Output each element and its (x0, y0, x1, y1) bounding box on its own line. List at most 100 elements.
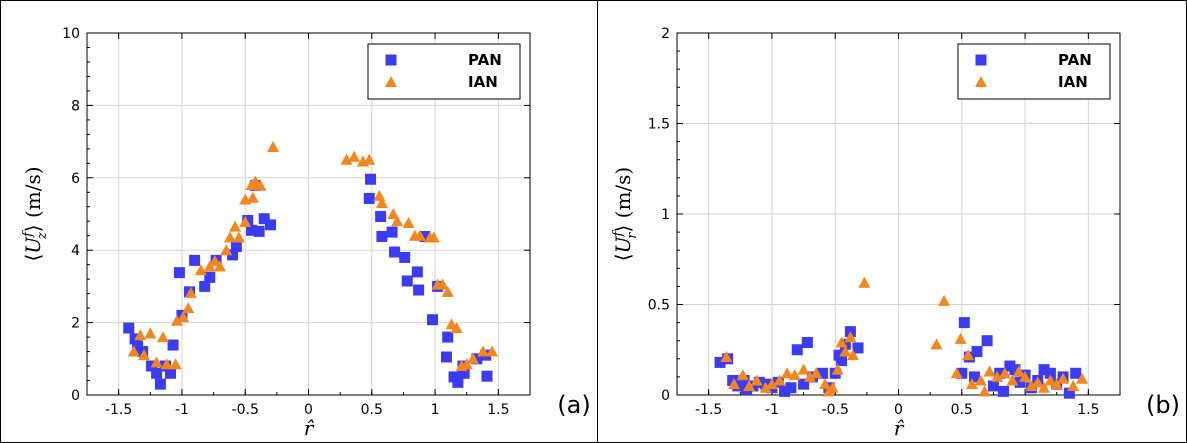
data-point-pan (204, 271, 216, 283)
data-point-ian (750, 374, 763, 386)
legend-label-ian: IAN (1058, 73, 1088, 91)
data-point-pan (852, 342, 864, 354)
data-point-ian (254, 179, 267, 191)
y-axis-label-open: ⟨ (21, 254, 45, 262)
legend-box (957, 43, 1111, 100)
data-point-pan (246, 224, 258, 236)
data-point-ian (839, 345, 852, 357)
data-point-ian (743, 379, 756, 391)
data-point-pan (375, 211, 387, 223)
x-tick-label: -0.5 (232, 402, 259, 418)
data-point-ian (765, 378, 778, 390)
y-axis-label-sub: z (35, 232, 50, 240)
data-point-ian (727, 378, 740, 390)
legend-label-pan: PAN (1058, 51, 1092, 69)
data-point-pan (253, 225, 265, 237)
x-tick-label: 0.5 (951, 402, 973, 418)
data-point-pan (791, 344, 803, 356)
x-tick-label: 1 (431, 402, 440, 418)
data-point-pan (151, 367, 163, 379)
data-point-pan (365, 173, 377, 185)
data-point-pan (481, 370, 493, 382)
data-point-pan (798, 378, 810, 390)
data-point-ian (477, 345, 490, 357)
x-tick-label: -1.5 (695, 402, 722, 418)
data-point-ian (978, 385, 991, 397)
data-point-pan (363, 192, 375, 204)
x-tick-label: 1 (1021, 402, 1030, 418)
legend: PAN IAN (367, 43, 521, 100)
x-axis-label: r̂ (304, 416, 315, 440)
data-point-pan (458, 367, 470, 379)
data-point-pan (427, 314, 439, 326)
data-point-ian (1067, 379, 1080, 391)
data-point-pan (189, 254, 201, 266)
data-point-pan (987, 380, 999, 392)
data-point-ian (220, 244, 233, 256)
data-point-ian (375, 197, 388, 209)
data-point-ian (1025, 379, 1038, 391)
data-point-ian (998, 367, 1011, 379)
data-point-pan (199, 280, 211, 292)
series-ian (127, 141, 499, 372)
legend-label-ian: IAN (468, 73, 498, 91)
data-point-pan (265, 219, 277, 231)
data-point-ian (232, 231, 245, 243)
y-axis-label-var: U (21, 236, 45, 254)
data-point-ian (983, 365, 996, 377)
x-tick-label: 1.5 (487, 402, 509, 418)
y-tick-label: 2 (661, 26, 670, 42)
y-axis-label-var: U (611, 235, 635, 253)
data-point-pan (981, 335, 993, 347)
y-axis-label-open: ⟨ (611, 253, 635, 261)
data-point-ian (1006, 374, 1019, 386)
y-axis-label-unit: (m/s) (611, 167, 635, 225)
data-point-pan (411, 266, 423, 278)
data-point-ian (788, 369, 801, 381)
data-point-pan (1009, 364, 1021, 376)
data-point-ian (797, 363, 810, 375)
y-tick-label: 1 (661, 207, 670, 223)
y-axis-label: ⟨Ufr⟩ (m/s) (611, 167, 640, 261)
data-point-ian (160, 358, 173, 370)
data-point-ian (965, 378, 978, 390)
y-tick-label: 4 (71, 243, 80, 259)
y-tick-label: 0.5 (648, 298, 670, 314)
data-point-ian (810, 367, 823, 379)
panel-a: -1.5 -1 -0.5 0 0.5 1 1.5 0 2 4 6 8 10 r̂ ⟨Ufz⟩ (m/s) PA… (21, 26, 591, 440)
data-point-pan (836, 355, 848, 367)
data-point-ian (427, 231, 440, 243)
data-point-ian (413, 229, 426, 241)
legend-marker-ian (975, 76, 987, 87)
data-point-pan (801, 337, 813, 349)
data-point-ian (169, 358, 182, 370)
data-point-ian (391, 215, 404, 227)
y-axis-label-close: ⟩ (611, 225, 635, 233)
data-point-ian (720, 350, 733, 362)
data-point-pan (389, 246, 401, 258)
data-point-pan (956, 367, 968, 379)
legend: PAN IAN (957, 43, 1111, 100)
data-point-ian (170, 314, 183, 326)
legend-box (367, 43, 521, 100)
x-tick-label: 1.5 (1077, 402, 1099, 418)
data-point-ian (835, 336, 848, 348)
data-point-pan (154, 378, 166, 390)
data-point-ian (387, 208, 400, 219)
data-point-ian (144, 327, 157, 339)
data-point-pan (1070, 367, 1082, 379)
y-axis-label-close: ⟩ (21, 224, 45, 232)
legend-marker-ian (385, 76, 397, 87)
y-axis-label-sup: f (611, 230, 626, 238)
data-point-ian (184, 286, 197, 298)
data-point-ian (137, 349, 150, 361)
data-point-ian (819, 378, 832, 390)
data-point-ian (759, 381, 772, 393)
data-point-pan (958, 317, 970, 329)
series-ian (720, 276, 1089, 397)
y-tick-label: 8 (71, 98, 80, 114)
data-point-pan (968, 371, 980, 383)
data-point-ian (1031, 376, 1044, 388)
data-point-pan (227, 249, 239, 261)
data-point-ian (991, 370, 1004, 382)
